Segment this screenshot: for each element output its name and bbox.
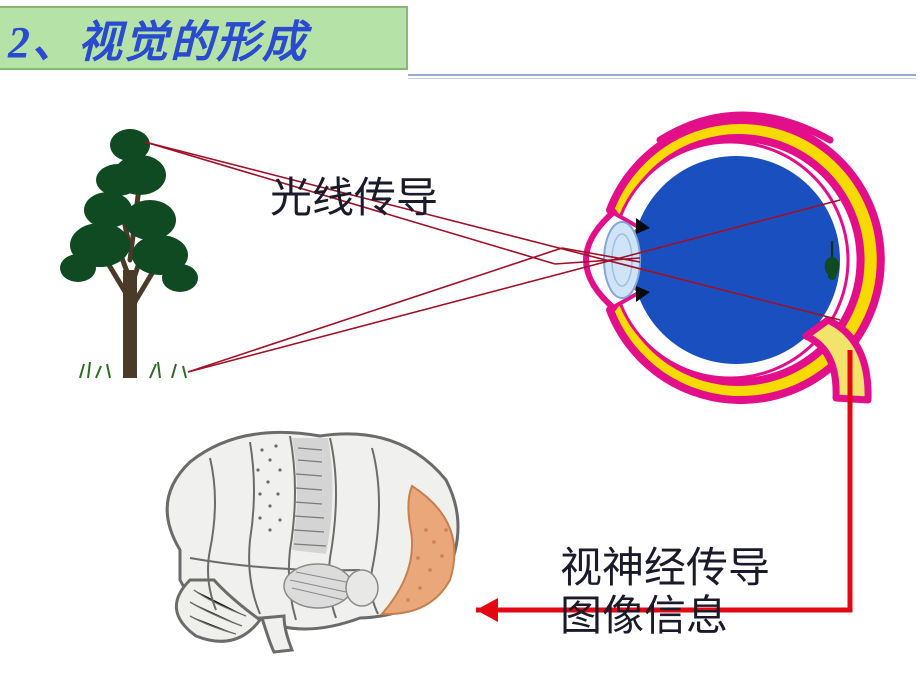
label-nerve-line1: 视神经传导 (560, 545, 770, 593)
label-optic-nerve: 视神经传导 图像信息 (560, 545, 770, 642)
eye-cross-section (586, 115, 881, 400)
label-nerve-line2: 图像信息 (560, 593, 770, 641)
tree-icon (60, 129, 198, 378)
vision-diagram (0, 0, 920, 690)
label-light-transmission: 光线传导 (270, 175, 438, 223)
brain-icon (167, 432, 458, 652)
